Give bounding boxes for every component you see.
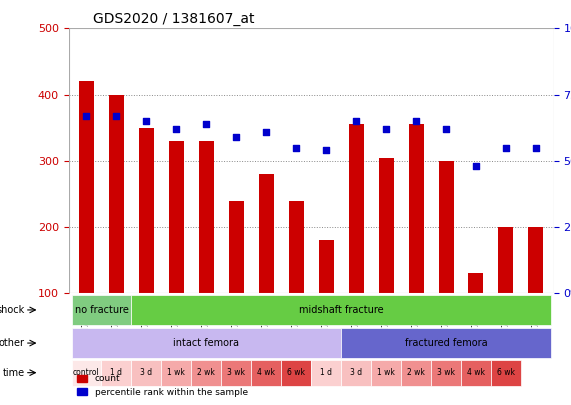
- Bar: [251, 360, 282, 386]
- Text: fractured femora: fractured femora: [405, 338, 487, 348]
- Bar: [71, 328, 341, 358]
- Text: no fracture: no fracture: [75, 305, 128, 315]
- Text: 3 d: 3 d: [350, 368, 362, 377]
- Bar: [282, 360, 311, 386]
- Bar: [431, 360, 461, 386]
- Text: 1 d: 1 d: [320, 368, 332, 377]
- Text: 3 wk: 3 wk: [437, 368, 455, 377]
- Text: other: other: [0, 338, 25, 348]
- Bar: [131, 295, 551, 325]
- Text: 1 d: 1 d: [110, 368, 122, 377]
- Bar: [491, 360, 521, 386]
- Point: [82, 113, 91, 119]
- Bar: [71, 360, 102, 386]
- Bar: [439, 161, 453, 293]
- Text: 1 wk: 1 wk: [377, 368, 395, 377]
- Bar: [371, 360, 401, 386]
- Text: shock: shock: [0, 305, 25, 315]
- Bar: [259, 174, 274, 293]
- Point: [172, 126, 181, 132]
- Legend: count, percentile rank within the sample: count, percentile rank within the sample: [73, 371, 251, 401]
- Bar: [311, 360, 341, 386]
- Text: midshaft fracture: midshaft fracture: [299, 305, 384, 315]
- Bar: [461, 360, 491, 386]
- Text: control: control: [73, 368, 100, 377]
- Point: [262, 128, 271, 135]
- Point: [412, 118, 421, 124]
- Bar: [169, 141, 184, 293]
- Text: 6 wk: 6 wk: [497, 368, 515, 377]
- Bar: [498, 227, 513, 293]
- Bar: [409, 124, 424, 293]
- Text: 4 wk: 4 wk: [258, 368, 275, 377]
- Bar: [379, 158, 393, 293]
- Point: [202, 121, 211, 127]
- Bar: [289, 200, 304, 293]
- Text: 2 wk: 2 wk: [407, 368, 425, 377]
- Point: [292, 144, 301, 151]
- Point: [321, 147, 331, 153]
- Text: 3 wk: 3 wk: [227, 368, 246, 377]
- Point: [472, 163, 481, 169]
- Bar: [79, 81, 94, 293]
- Point: [532, 144, 541, 151]
- Bar: [401, 360, 431, 386]
- Text: intact femora: intact femora: [174, 338, 239, 348]
- Text: 2 wk: 2 wk: [198, 368, 215, 377]
- Bar: [229, 200, 244, 293]
- Point: [441, 126, 451, 132]
- Point: [232, 134, 241, 140]
- Text: 4 wk: 4 wk: [467, 368, 485, 377]
- Point: [142, 118, 151, 124]
- Bar: [191, 360, 222, 386]
- Bar: [341, 328, 551, 358]
- Bar: [222, 360, 251, 386]
- Bar: [199, 141, 214, 293]
- Bar: [109, 95, 124, 293]
- Point: [501, 144, 510, 151]
- Bar: [71, 295, 131, 325]
- Text: 6 wk: 6 wk: [287, 368, 305, 377]
- Point: [112, 113, 121, 119]
- Text: 1 wk: 1 wk: [167, 368, 186, 377]
- Bar: [528, 227, 544, 293]
- Text: time: time: [3, 368, 25, 378]
- Bar: [131, 360, 162, 386]
- Text: 3 d: 3 d: [140, 368, 152, 377]
- Bar: [468, 273, 484, 293]
- Point: [381, 126, 391, 132]
- Bar: [349, 124, 364, 293]
- Bar: [319, 241, 333, 293]
- Bar: [139, 128, 154, 293]
- Bar: [341, 360, 371, 386]
- Bar: [102, 360, 131, 386]
- Point: [352, 118, 361, 124]
- Bar: [162, 360, 191, 386]
- Text: GDS2020 / 1381607_at: GDS2020 / 1381607_at: [93, 12, 254, 26]
